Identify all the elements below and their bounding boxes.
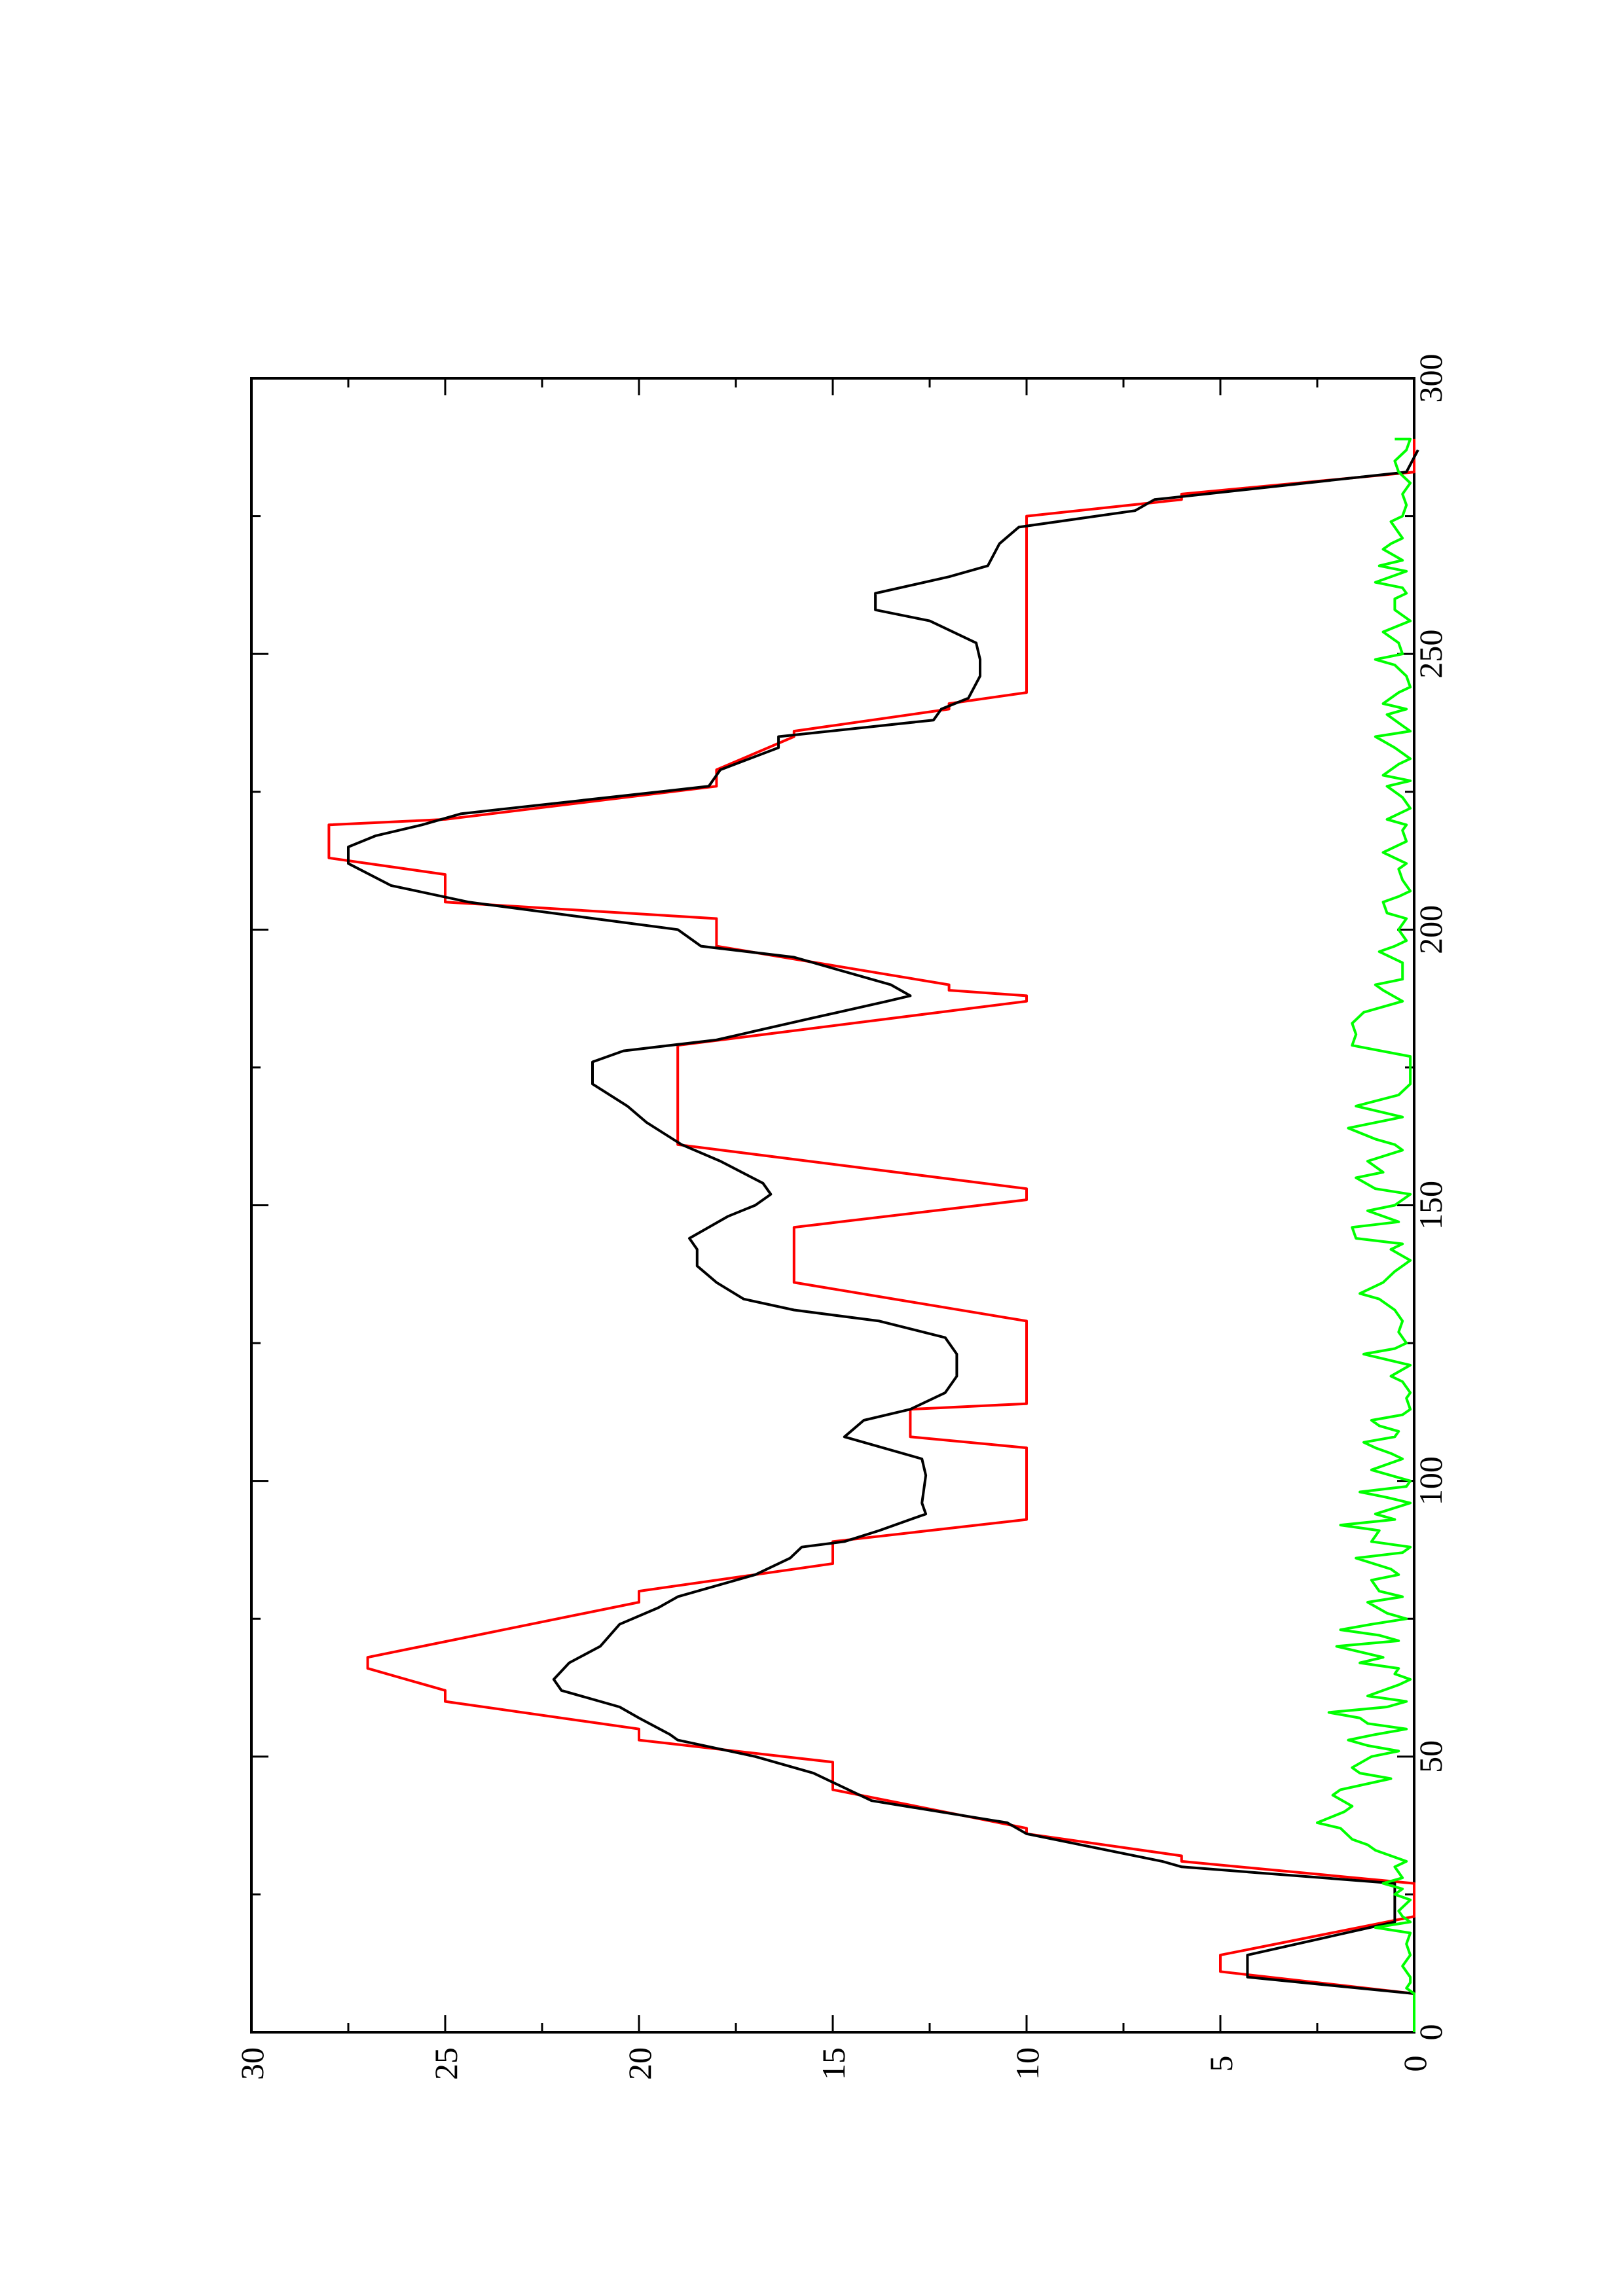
x-tick-label: 50 xyxy=(1412,1740,1449,1773)
y-tick-label: 0 xyxy=(1396,2056,1433,2072)
series-line-3 xyxy=(1316,437,1415,2032)
y-tick-label: 15 xyxy=(815,2047,852,2080)
x-tick-label: 150 xyxy=(1412,1181,1449,1230)
x-tick-label: 250 xyxy=(1412,630,1449,679)
y-tick-label: 30 xyxy=(234,2047,270,2080)
x-tick-label: 200 xyxy=(1412,905,1449,954)
series-layer xyxy=(327,437,1419,2032)
x-tick-label: 0 xyxy=(1412,2024,1449,2041)
y-tick-label: 10 xyxy=(1009,2047,1046,2080)
axis-ticks xyxy=(250,377,1415,2034)
x-tick-label: 100 xyxy=(1412,1456,1449,1505)
y-tick-label: 5 xyxy=(1203,2056,1239,2072)
x-tick-label: 300 xyxy=(1412,354,1449,403)
y-tick-label: 25 xyxy=(428,2047,464,2080)
y-tick-label: 20 xyxy=(621,2047,658,2080)
axis-tick-labels: 0 50 100 150 200 250 300 0 5 10 15 20 25 30 xyxy=(234,354,1449,2081)
series-line-2 xyxy=(347,449,1419,2032)
series-line-1 xyxy=(327,439,1415,2032)
